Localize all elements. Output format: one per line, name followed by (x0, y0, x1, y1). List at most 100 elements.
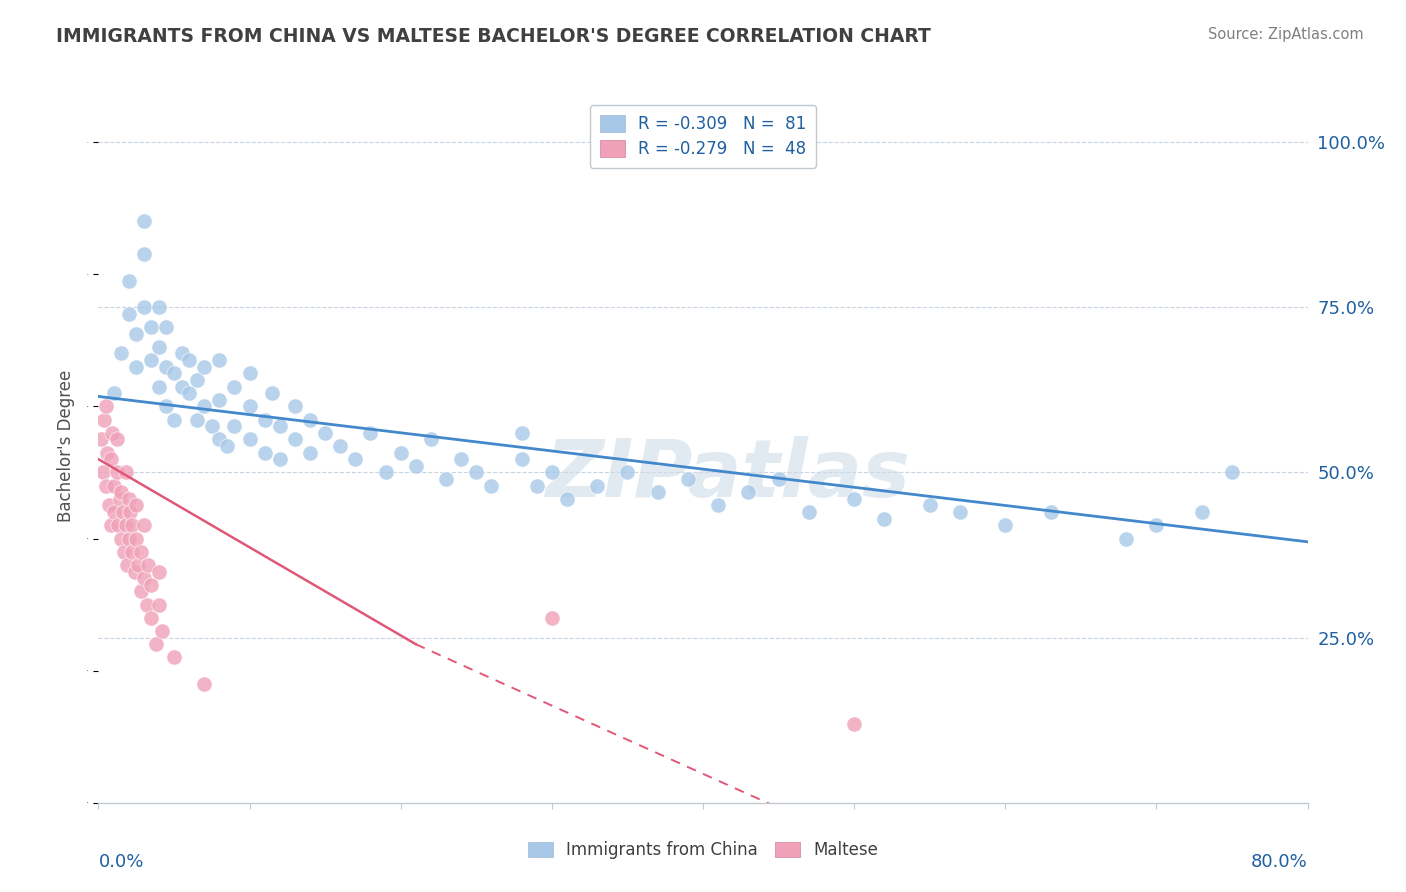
Point (481, 478, 503, 492)
Point (215, 439, 238, 453)
Point (186, 412, 208, 426)
Point (586, 478, 609, 492)
Point (465, 466, 488, 480)
Point (148, 340, 170, 354)
Point (121, 545, 143, 559)
Point (105, 466, 128, 480)
Point (163, 412, 186, 426)
Point (148, 300, 170, 314)
Point (1191, 505, 1213, 519)
Point (239, 400, 262, 414)
Point (94, 400, 117, 414)
Point (93, 412, 115, 426)
Point (124, 565, 146, 579)
Point (208, 433, 231, 447)
Point (101, 425, 124, 440)
Y-axis label: Bachelor's Degree: Bachelor's Degree (58, 370, 76, 522)
Point (510, 452, 533, 467)
Point (284, 433, 307, 447)
Point (110, 485, 132, 500)
Point (239, 433, 262, 447)
Point (111, 505, 134, 519)
Point (136, 558, 159, 572)
Point (269, 452, 291, 467)
Point (193, 359, 215, 374)
Point (118, 532, 141, 546)
Point (100, 452, 122, 467)
Point (148, 379, 170, 393)
Point (118, 274, 141, 288)
Legend: R = -0.309   N =  81, R = -0.279   N =  48: R = -0.309 N = 81, R = -0.279 N = 48 (589, 104, 817, 168)
Point (540, 466, 562, 480)
Point (118, 491, 141, 506)
Point (129, 584, 152, 599)
Point (434, 472, 457, 486)
Text: 80.0%: 80.0% (1251, 853, 1308, 871)
Point (253, 445, 276, 459)
Point (329, 439, 352, 453)
Point (737, 485, 759, 500)
Point (179, 353, 201, 368)
Point (163, 367, 186, 381)
Point (179, 386, 201, 401)
Point (420, 433, 443, 447)
Point (555, 491, 578, 506)
Point (135, 598, 157, 612)
Point (125, 499, 148, 513)
Point (125, 359, 148, 374)
Point (262, 386, 284, 401)
Point (201, 419, 224, 434)
Point (768, 472, 790, 486)
Point (299, 445, 322, 459)
Point (284, 400, 307, 414)
Point (105, 433, 128, 447)
Point (94, 478, 117, 492)
Point (676, 472, 699, 486)
Point (1115, 532, 1137, 546)
Point (141, 353, 163, 368)
Point (170, 346, 193, 360)
Point (114, 518, 136, 533)
Point (707, 499, 730, 513)
Point (132, 300, 155, 314)
Point (389, 445, 412, 459)
Point (186, 373, 208, 387)
Point (918, 499, 941, 513)
Point (114, 466, 136, 480)
Point (107, 518, 129, 533)
Point (873, 511, 896, 525)
Text: Source: ZipAtlas.com: Source: ZipAtlas.com (1208, 27, 1364, 42)
Point (616, 466, 638, 480)
Text: ZIPatlas: ZIPatlas (544, 435, 910, 514)
Point (647, 485, 669, 500)
Point (797, 505, 820, 519)
Point (148, 598, 170, 612)
Point (374, 466, 396, 480)
Point (132, 247, 155, 261)
Point (120, 505, 142, 519)
Point (1039, 505, 1062, 519)
Point (344, 452, 367, 467)
Point (208, 353, 231, 368)
Point (1144, 518, 1167, 533)
Text: 0.0%: 0.0% (98, 853, 143, 871)
Point (208, 392, 231, 407)
Point (239, 367, 262, 381)
Point (1220, 466, 1243, 480)
Point (844, 491, 866, 506)
Point (314, 425, 336, 440)
Point (155, 359, 177, 374)
Point (844, 716, 866, 731)
Point (141, 611, 163, 625)
Point (224, 379, 246, 393)
Point (100, 518, 122, 533)
Point (112, 545, 135, 559)
Point (103, 386, 125, 401)
Point (141, 578, 163, 592)
Text: IMMIGRANTS FROM CHINA VS MALTESE BACHELOR'S DEGREE CORRELATION CHART: IMMIGRANTS FROM CHINA VS MALTESE BACHELO… (56, 27, 931, 45)
Point (110, 346, 132, 360)
Point (129, 545, 152, 559)
Point (193, 677, 215, 691)
Point (110, 532, 132, 546)
Point (405, 458, 427, 473)
